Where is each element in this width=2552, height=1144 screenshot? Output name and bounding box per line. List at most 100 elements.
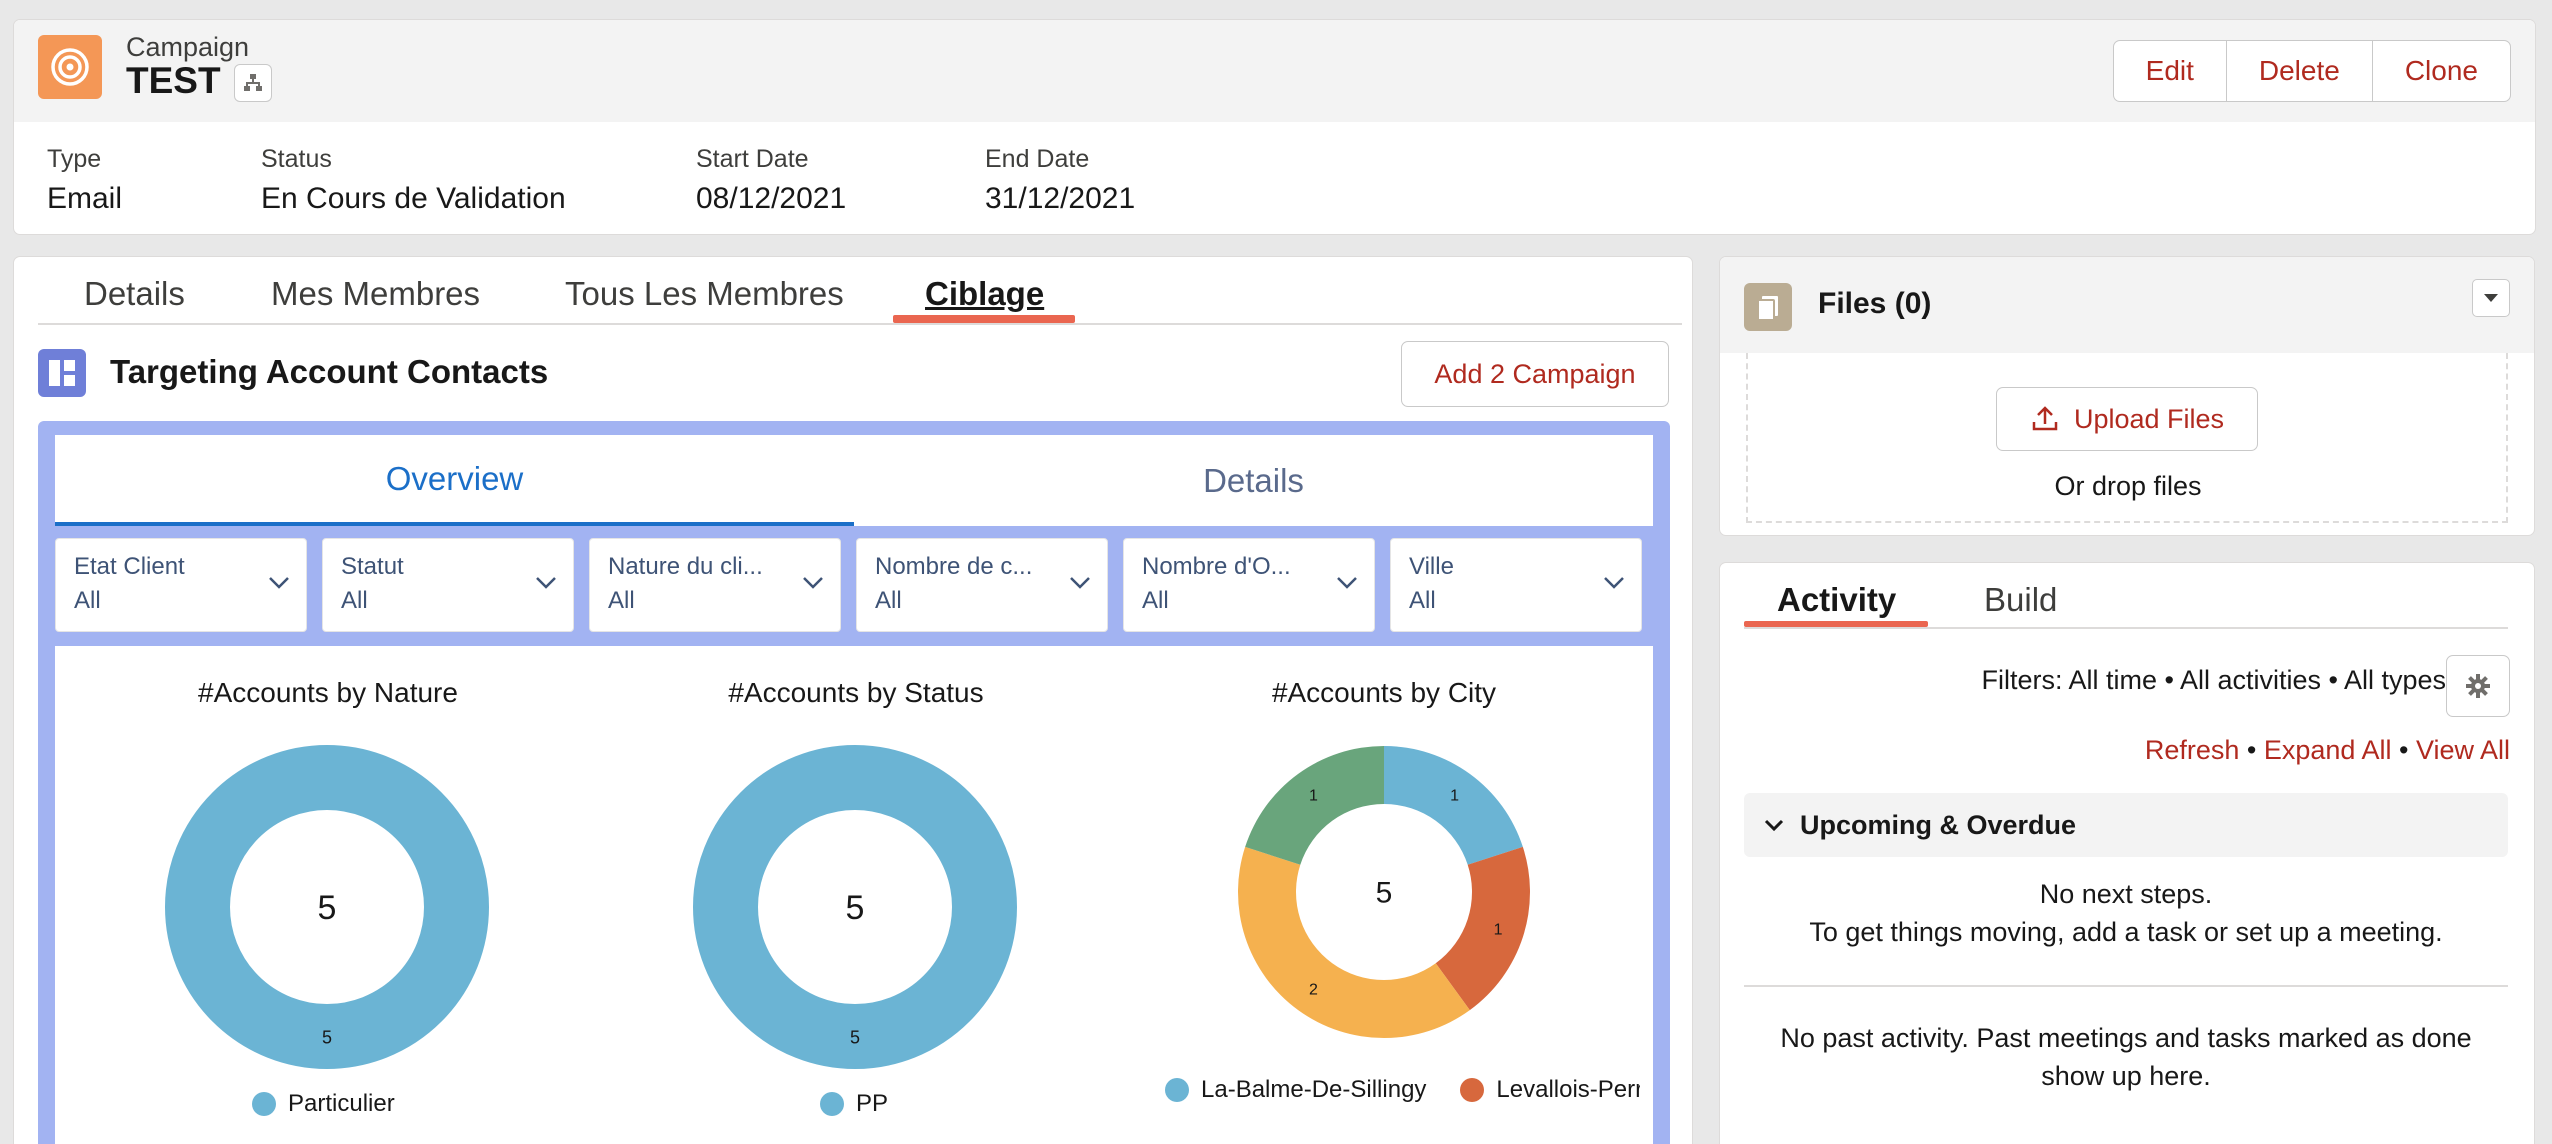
filter-nombre-de-contacts[interactable]: Nombre de c... All — [856, 538, 1108, 632]
slice-value-label: 5 — [850, 1027, 860, 1047]
files-card: Files (0) Upload Files Or drop files — [1719, 256, 2535, 536]
empty-line: To get things moving, add a task or set … — [1809, 917, 2443, 947]
legend-item: Particulier — [252, 1090, 395, 1118]
donut-slice[interactable] — [1384, 746, 1523, 865]
donut-center-total: 5 — [1376, 877, 1393, 910]
tab-mes-membres[interactable]: Mes Membres — [271, 275, 481, 312]
edit-button[interactable]: Edit — [2145, 55, 2194, 86]
dashboard-icon — [38, 349, 86, 397]
legend-item: Levallois-Perre — [1460, 1076, 1640, 1104]
chevron-down-icon — [2484, 294, 2498, 302]
field-type: Type Email — [47, 145, 122, 216]
activity-card: Activity Build Filters: All time • All a… — [1719, 562, 2535, 1144]
legend-swatch — [1460, 1078, 1485, 1102]
hierarchy-button[interactable] — [234, 64, 272, 102]
chart-legend-city: La-Balme-De-Sillingy Levallois-Perre — [1165, 1076, 1640, 1104]
empty-line: No next steps. — [2039, 879, 2213, 909]
embedded-dashboard: Overview Details Etat Client All Statut … — [38, 421, 1670, 1144]
divider — [1744, 985, 2508, 987]
legend-label: Particulier — [288, 1090, 395, 1117]
donut-slice[interactable] — [1435, 846, 1530, 1011]
view-all-link[interactable]: View All — [2415, 735, 2510, 765]
empty-line: show up here. — [2041, 1061, 2211, 1091]
donut-slice[interactable] — [693, 745, 1017, 1069]
legend-swatch — [1165, 1078, 1189, 1102]
upcoming-overdue-section[interactable]: Upcoming & Overdue — [1744, 793, 2508, 857]
chart-title-status: #Accounts by Status — [728, 677, 984, 708]
slice-value-label: 1 — [1450, 788, 1459, 805]
field-start-date: Start Date 08/12/2021 — [696, 145, 846, 216]
field-label: Start Date — [696, 145, 809, 173]
donut-center-total: 5 — [846, 889, 865, 927]
field-value: 31/12/2021 — [985, 182, 1136, 215]
filter-ville[interactable]: Ville All — [1390, 538, 1642, 632]
legend-item: La-Balme-De-Sillingy — [1165, 1076, 1426, 1104]
add-to-campaign-button[interactable]: Add 2 Campaign — [1401, 341, 1669, 407]
tab-ciblage[interactable]: Ciblage — [925, 275, 1045, 312]
filter-nature-du-client[interactable]: Nature du cli... All — [589, 538, 841, 632]
gear-icon — [2466, 674, 2490, 698]
filter-value: All — [1409, 587, 1436, 614]
donut-slice[interactable] — [165, 745, 489, 1069]
donut-chart-city[interactable]: 1 1 2 1 5 — [1234, 742, 1534, 1042]
object-label: Campaign — [126, 32, 250, 62]
chevron-down-icon — [1604, 577, 1624, 589]
dashboard-filters: Etat Client All Statut All Nature du cli… — [55, 538, 1653, 632]
filter-nombre-d-opportunites[interactable]: Nombre d'O... All — [1123, 538, 1375, 632]
clone-button[interactable]: Clone — [2371, 41, 2510, 101]
chevron-down-icon — [803, 577, 823, 589]
delete-button[interactable]: Delete — [2225, 41, 2372, 101]
target-icon — [38, 35, 102, 99]
tab-activity[interactable]: Activity — [1777, 581, 1897, 618]
main-tabset-card: Details Mes Membres Tous Les Membres Cib… — [13, 256, 1693, 1144]
filter-value: All — [341, 587, 368, 614]
legend-swatch — [820, 1092, 844, 1116]
slice-value-label: 1 — [1494, 922, 1503, 939]
field-label: End Date — [985, 145, 1090, 173]
dashboard-tab-details[interactable]: Details — [1203, 461, 1304, 499]
filter-etat-client[interactable]: Etat Client All — [55, 538, 307, 632]
field-end-date: End Date 31/12/2021 — [985, 145, 1135, 216]
filter-value: All — [875, 587, 902, 614]
donut-slice[interactable] — [1245, 746, 1384, 865]
file-icon — [1744, 283, 1792, 331]
upload-icon — [2032, 406, 2058, 431]
files-title: Files (0) — [1818, 287, 1932, 320]
filter-label: Nombre d'O... — [1142, 553, 1291, 580]
slice-value-label: 1 — [1309, 788, 1318, 805]
donut-chart-status[interactable]: 55 — [690, 742, 1020, 1072]
section-title: Upcoming & Overdue — [1800, 809, 2077, 840]
filter-label: Statut — [341, 553, 404, 580]
chart-legend-nature: Particulier — [252, 1090, 417, 1118]
donut-center-total: 5 — [318, 889, 337, 927]
chevron-down-icon — [269, 577, 289, 589]
legend-label: La-Balme-De-Sillingy — [1201, 1076, 1427, 1103]
donut-slice[interactable] — [1238, 846, 1470, 1038]
donut-chart-nature[interactable]: 55 — [162, 742, 492, 1072]
field-status: Status En Cours de Validation — [261, 145, 566, 216]
upload-files-label: Upload Files — [2073, 403, 2225, 434]
filter-label: Nombre de c... — [875, 553, 1033, 580]
active-tab-indicator — [1744, 621, 1928, 627]
record-header: Campaign TEST Edit Delete Clone Type Ema… — [13, 19, 2536, 235]
activity-filters-text[interactable]: Filters: All time • All activities • All… — [1981, 665, 2446, 695]
refresh-link[interactable]: Refresh — [2144, 735, 2240, 765]
activity-settings-button[interactable] — [2446, 655, 2510, 717]
header-actions: Edit Delete Clone — [2112, 40, 2511, 102]
empty-line: No past activity. Past meetings and task… — [1780, 1023, 2472, 1053]
files-menu-button[interactable] — [2472, 279, 2510, 317]
filter-label: Etat Client — [74, 553, 185, 580]
tab-details[interactable]: Details — [84, 275, 185, 312]
past-activity-empty-text: No past activity. Past meetings and task… — [1744, 1019, 2508, 1095]
file-drop-zone[interactable] — [1746, 353, 2508, 523]
hierarchy-icon — [244, 74, 262, 91]
field-label: Type — [47, 145, 102, 173]
expand-all-link[interactable]: Expand All — [2263, 735, 2392, 765]
activity-tabs: Activity Build — [1744, 563, 2508, 629]
filter-statut[interactable]: Statut All — [322, 538, 574, 632]
tab-build[interactable]: Build — [1984, 581, 2058, 618]
tab-tous-les-membres[interactable]: Tous Les Membres — [565, 275, 844, 312]
upload-files-button[interactable]: Upload Files — [1996, 387, 2258, 451]
dashboard-tab-overview[interactable]: Overview — [55, 435, 854, 526]
